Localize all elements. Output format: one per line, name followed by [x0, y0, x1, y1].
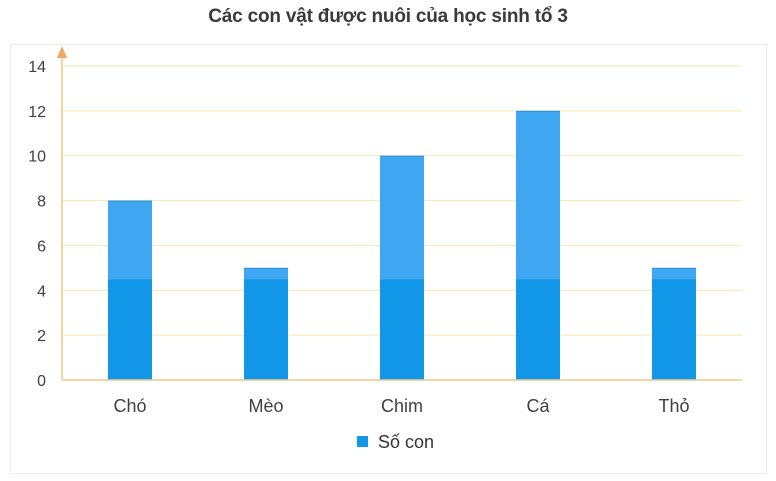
chart-frame	[10, 44, 767, 474]
y-tick-label: 4	[37, 283, 46, 300]
y-tick-label: 12	[28, 104, 46, 121]
legend: Số con	[357, 432, 434, 452]
bar	[380, 279, 424, 380]
legend-swatch	[357, 436, 368, 447]
y-axis-arrow	[57, 46, 67, 58]
x-tick-label: Chó	[113, 396, 146, 416]
bar	[652, 279, 696, 380]
x-tick-label: Chim	[381, 396, 423, 416]
bar-top-segment	[380, 155, 424, 280]
y-tick-label: 14	[28, 59, 46, 76]
x-tick-labels: Chó Mèo Chim Cá Thỏ	[113, 396, 689, 416]
bar-top-segment	[652, 267, 696, 280]
bar	[108, 279, 152, 380]
bar	[516, 279, 560, 380]
y-tick-label: 2	[37, 328, 46, 345]
x-tick-label: Mèo	[248, 396, 283, 416]
y-tick-label: 0	[37, 373, 46, 390]
x-tick-label: Cá	[526, 396, 550, 416]
bars	[108, 110, 696, 380]
legend-label: Số con	[378, 432, 434, 452]
y-tick-label: 8	[37, 194, 46, 211]
bar-top-segment	[244, 267, 288, 280]
bar-top-segment	[516, 110, 560, 280]
bar-top-segment	[108, 200, 152, 280]
y-tick-labels: 0 2 4 6 8 10 12 14	[28, 59, 46, 390]
chart-title: Các con vật được nuôi của học sinh tổ 3	[208, 6, 568, 27]
y-tick-label: 10	[28, 149, 46, 166]
x-tick-label: Thỏ	[658, 396, 689, 416]
y-tick-label: 6	[37, 238, 46, 255]
bar	[244, 279, 288, 380]
